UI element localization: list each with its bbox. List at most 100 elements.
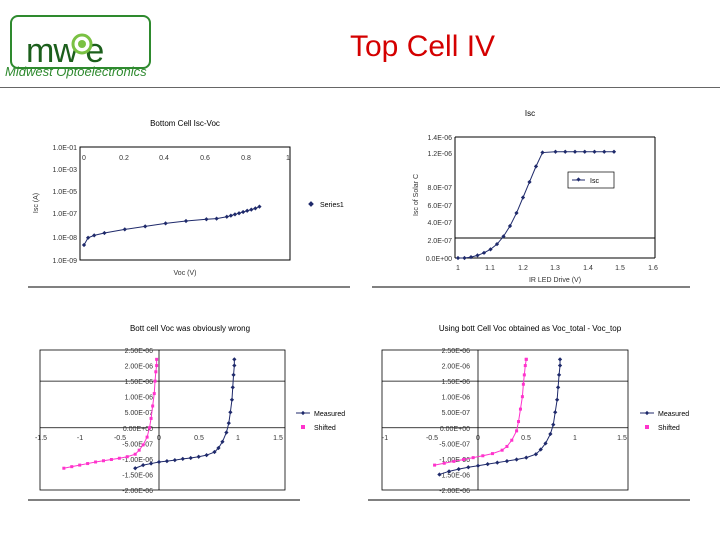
data-point <box>147 426 151 430</box>
x-tick-label: -1 <box>77 435 83 442</box>
data-point <box>101 459 105 463</box>
data-point <box>92 233 97 238</box>
x-axis-label: Voc (V) <box>174 270 197 277</box>
data-point <box>216 445 221 451</box>
data-point <box>485 462 490 467</box>
data-point <box>230 385 235 390</box>
series-line <box>83 206 260 246</box>
data-point <box>224 214 229 219</box>
data-point <box>196 454 201 459</box>
data-point <box>155 357 159 361</box>
x-tick-label: 1 <box>573 435 577 442</box>
company-name: Midwest Optoelectronics <box>5 64 147 79</box>
legend-label: Shifted <box>658 425 680 432</box>
y-tick-label: 1.0E-09 <box>52 258 77 265</box>
data-point <box>462 458 466 462</box>
y-tick-label: 2.50E-06 <box>442 348 471 355</box>
data-point <box>94 460 98 464</box>
x-tick-label: 1.5 <box>615 265 625 272</box>
data-point <box>488 247 493 252</box>
data-point <box>152 392 156 396</box>
data-point <box>466 465 471 470</box>
data-point <box>231 372 236 378</box>
data-point <box>228 410 233 415</box>
x-tick-label: 1.5 <box>273 435 283 442</box>
data-point <box>133 466 138 471</box>
y-tick-label: 1.50E-06 <box>125 379 154 386</box>
data-point <box>522 373 526 377</box>
legend-label: Isc <box>590 178 599 185</box>
data-point <box>555 385 561 390</box>
data-point <box>86 462 90 466</box>
data-point <box>468 255 474 260</box>
plot-area <box>79 146 291 261</box>
sun-icon <box>71 33 93 55</box>
x-tick-label: 0 <box>82 155 86 162</box>
data-point <box>471 456 475 460</box>
x-tick-label: 0.6 <box>200 155 210 162</box>
data-point <box>145 435 149 439</box>
legend-marker <box>308 201 314 207</box>
data-point <box>490 452 494 456</box>
x-tick-label: 1.6 <box>648 265 658 272</box>
legend-marker <box>301 425 305 429</box>
plot-area <box>381 349 629 491</box>
data-point <box>81 242 87 248</box>
data-point <box>504 458 510 464</box>
x-axis-label: IR LED Drive (V) <box>529 277 581 284</box>
data-point <box>500 448 504 452</box>
data-point <box>109 458 113 462</box>
data-point <box>151 404 155 408</box>
y-tick-label: 2.50E-06 <box>125 348 154 355</box>
data-point <box>514 457 519 462</box>
data-point <box>141 443 145 447</box>
y-tick-label: 4.0E-07 <box>427 220 452 227</box>
logo-text: mw e <box>26 32 104 70</box>
y-tick-label: -1.50E-06 <box>439 472 470 479</box>
data-point <box>229 397 235 402</box>
x-tick-label: 1.1 <box>485 265 495 272</box>
y-axis-label: Isc (A) <box>33 193 40 213</box>
x-tick-label: 1.4 <box>583 265 593 272</box>
data-point <box>501 234 506 239</box>
data-point <box>204 453 209 458</box>
data-point <box>172 458 177 463</box>
data-point <box>240 209 246 215</box>
data-point <box>553 410 558 415</box>
y-tick-label: 1.0E-03 <box>52 167 77 174</box>
x-tick-label: 0.5 <box>521 435 531 442</box>
y-tick-label: 1.50E-06 <box>442 379 471 386</box>
data-point <box>494 242 500 247</box>
data-point <box>133 452 137 456</box>
x-tick-label: 1.2 <box>518 265 528 272</box>
data-point <box>515 429 519 433</box>
data-point <box>520 195 526 200</box>
data-point <box>442 461 446 465</box>
data-point <box>553 149 558 154</box>
data-point <box>433 463 437 467</box>
data-point <box>163 221 168 226</box>
data-point <box>62 466 66 470</box>
chart-title: Bottom Cell Isc-Voc <box>150 119 220 128</box>
y-tick-label: 1.4E-06 <box>427 135 452 142</box>
y-tick-label: 2.00E-06 <box>442 364 471 371</box>
header-divider <box>0 87 720 88</box>
y-tick-label: 6.0E-07 <box>427 203 452 210</box>
data-point <box>164 458 170 464</box>
data-point <box>543 441 548 446</box>
y-tick-label: 1.0E-08 <box>52 235 77 242</box>
data-point <box>505 444 509 448</box>
x-tick-label: 0.2 <box>119 155 129 162</box>
data-point <box>253 206 258 211</box>
data-point <box>507 223 513 229</box>
data-point <box>524 357 528 361</box>
x-tick-label: 1 <box>286 155 290 162</box>
data-point <box>154 370 158 374</box>
data-point <box>518 407 522 411</box>
data-point <box>245 208 250 213</box>
data-point <box>149 416 153 420</box>
data-point <box>125 455 129 459</box>
legend-label: Series1 <box>320 202 344 209</box>
data-point <box>446 469 452 474</box>
data-point <box>527 179 532 185</box>
